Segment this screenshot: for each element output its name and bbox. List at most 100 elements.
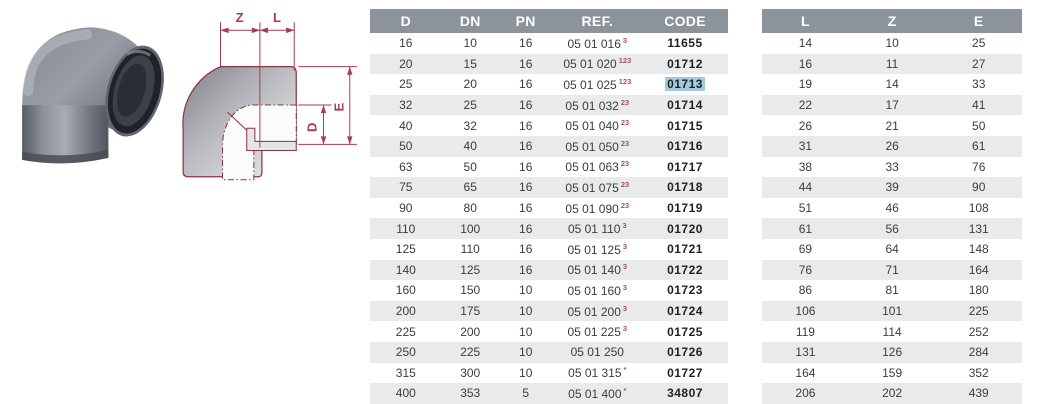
- cell-z: 64: [885, 242, 899, 257]
- cell-pn: 16: [519, 98, 533, 113]
- cell-code: 01714: [642, 95, 728, 116]
- cell-code: 01715: [642, 115, 728, 136]
- cell-d: 32: [399, 98, 413, 113]
- ref-marker: 123: [618, 56, 632, 66]
- code-text: 01715: [667, 118, 703, 133]
- cell-pn: 5: [522, 386, 530, 401]
- header-pn: PN: [498, 9, 553, 33]
- cell-z: 10: [885, 36, 899, 51]
- cell-ref: 05 01 075 23: [565, 179, 630, 195]
- spec-row: 20 15 16 05 01 020 123 01712: [370, 53, 728, 75]
- cell-e: 284: [968, 345, 989, 360]
- cell-l: 38: [798, 159, 813, 174]
- cell-d: 50: [399, 139, 413, 154]
- cell-code: 01719: [642, 198, 728, 219]
- code-text: 01720: [667, 221, 703, 236]
- code-text: 01719: [667, 201, 703, 216]
- spec-row: 32 25 16 05 01 032 23 01714: [370, 94, 728, 116]
- spec-row: 16 10 16 05 01 016 3 11655: [370, 33, 728, 54]
- dims-row: 22 17 41: [762, 94, 1022, 116]
- cell-ref: 05 01 250: [570, 345, 624, 360]
- dims-row: 44 39 90: [762, 177, 1022, 198]
- cell-e: 41: [972, 98, 986, 113]
- dims-row: 31 26 61: [762, 135, 1022, 157]
- dims-row: 206 202 439: [762, 383, 1022, 404]
- cell-z: 101: [882, 304, 903, 319]
- cell-ref: 05 01 400 *: [568, 385, 627, 401]
- cell-ref: 05 01 063 23: [565, 159, 630, 175]
- cell-dn: 80: [463, 201, 477, 216]
- dim-label-z: Z: [236, 10, 244, 25]
- cell-dn: 50: [463, 159, 477, 174]
- spec-row: 315 300 10 05 01 315 * 01727: [370, 363, 728, 384]
- cell-z: 14: [885, 77, 899, 92]
- spec-table-body: 16 10 16 05 01 016 3 11655 20 15 16 05 01 020 123 0…: [370, 33, 728, 404]
- cell-d: 250: [395, 345, 416, 360]
- cell-z: 114: [882, 324, 902, 339]
- cell-dn: 125: [460, 262, 481, 277]
- cell-z: 126: [882, 345, 903, 360]
- cell-ref: 05 01 032 23: [565, 97, 630, 113]
- cell-e: 252: [968, 324, 989, 339]
- cell-z: 71: [885, 262, 899, 277]
- code-text: 01724: [667, 304, 703, 319]
- code-text: 11655: [667, 36, 703, 51]
- ref-marker: *: [623, 385, 627, 395]
- cell-d: 200: [395, 304, 416, 319]
- cell-code: 01712: [642, 54, 728, 75]
- dims-row: 61 56 131: [762, 218, 1022, 239]
- code-selected-text[interactable]: 01713: [665, 77, 705, 92]
- cell-ref: 05 01 140 3: [567, 262, 628, 278]
- cell-pn: 16: [519, 262, 533, 277]
- code-text: 01712: [667, 56, 703, 71]
- cell-e: 25: [972, 36, 986, 51]
- cell-code: 01713: [642, 74, 728, 95]
- cell-l: 22: [798, 98, 813, 113]
- ref-marker: 23: [620, 159, 630, 169]
- dims-row: 14 10 25: [762, 33, 1022, 54]
- header-e: E: [935, 9, 1022, 33]
- cell-pn: 10: [519, 345, 533, 360]
- cell-e: 50: [972, 118, 986, 133]
- dims-row: 119 114 252: [762, 321, 1022, 342]
- cell-pn: 10: [519, 324, 533, 339]
- ref-marker: 3: [622, 282, 628, 292]
- cell-z: 46: [885, 201, 899, 216]
- dims-row: 164 159 352: [762, 363, 1022, 384]
- cell-code: 01726: [642, 342, 728, 363]
- product-photo: [6, 12, 164, 164]
- spec-row: 75 65 16 05 01 075 23 01718: [370, 177, 728, 198]
- code-text: 01718: [667, 180, 703, 195]
- cell-d: 400: [395, 386, 416, 401]
- spec-row: 160 150 10 05 01 160 3 01723: [370, 280, 728, 301]
- cell-code: 01723: [642, 280, 728, 301]
- cell-d: 25: [399, 77, 413, 92]
- cell-dn: 175: [460, 304, 481, 319]
- cell-z: 26: [885, 139, 899, 154]
- cell-d: 75: [399, 180, 413, 195]
- cell-code: 34807: [642, 383, 728, 404]
- cell-e: 180: [968, 283, 989, 298]
- code-text: 01722: [667, 262, 703, 277]
- dims-row: 26 21 50: [762, 115, 1022, 136]
- cell-e: 439: [968, 386, 989, 401]
- cell-dn: 40: [463, 139, 477, 154]
- cell-code: 01720: [642, 218, 728, 239]
- cell-pn: 16: [519, 242, 533, 257]
- cell-ref: 05 01 200 3: [567, 303, 628, 319]
- cell-l: 61: [798, 221, 813, 236]
- cell-d: 90: [399, 201, 413, 216]
- dims-row: 51 46 108: [762, 198, 1022, 219]
- header-ref: REF.: [552, 9, 643, 33]
- cell-pn: 16: [519, 159, 533, 174]
- code-text: 01721: [667, 242, 703, 257]
- code-text: 01714: [667, 98, 703, 113]
- cell-pn: 16: [519, 56, 533, 71]
- spec-row: 225 200 10 05 01 225 3 01725: [370, 321, 728, 342]
- cell-e: 164: [968, 262, 989, 277]
- cell-z: 11: [885, 56, 899, 71]
- header-dn: DN: [441, 9, 499, 33]
- ref-marker: 23: [620, 118, 630, 128]
- cell-z: 21: [885, 118, 899, 133]
- spec-row: 25 20 16 05 01 025 123 01713: [370, 74, 728, 95]
